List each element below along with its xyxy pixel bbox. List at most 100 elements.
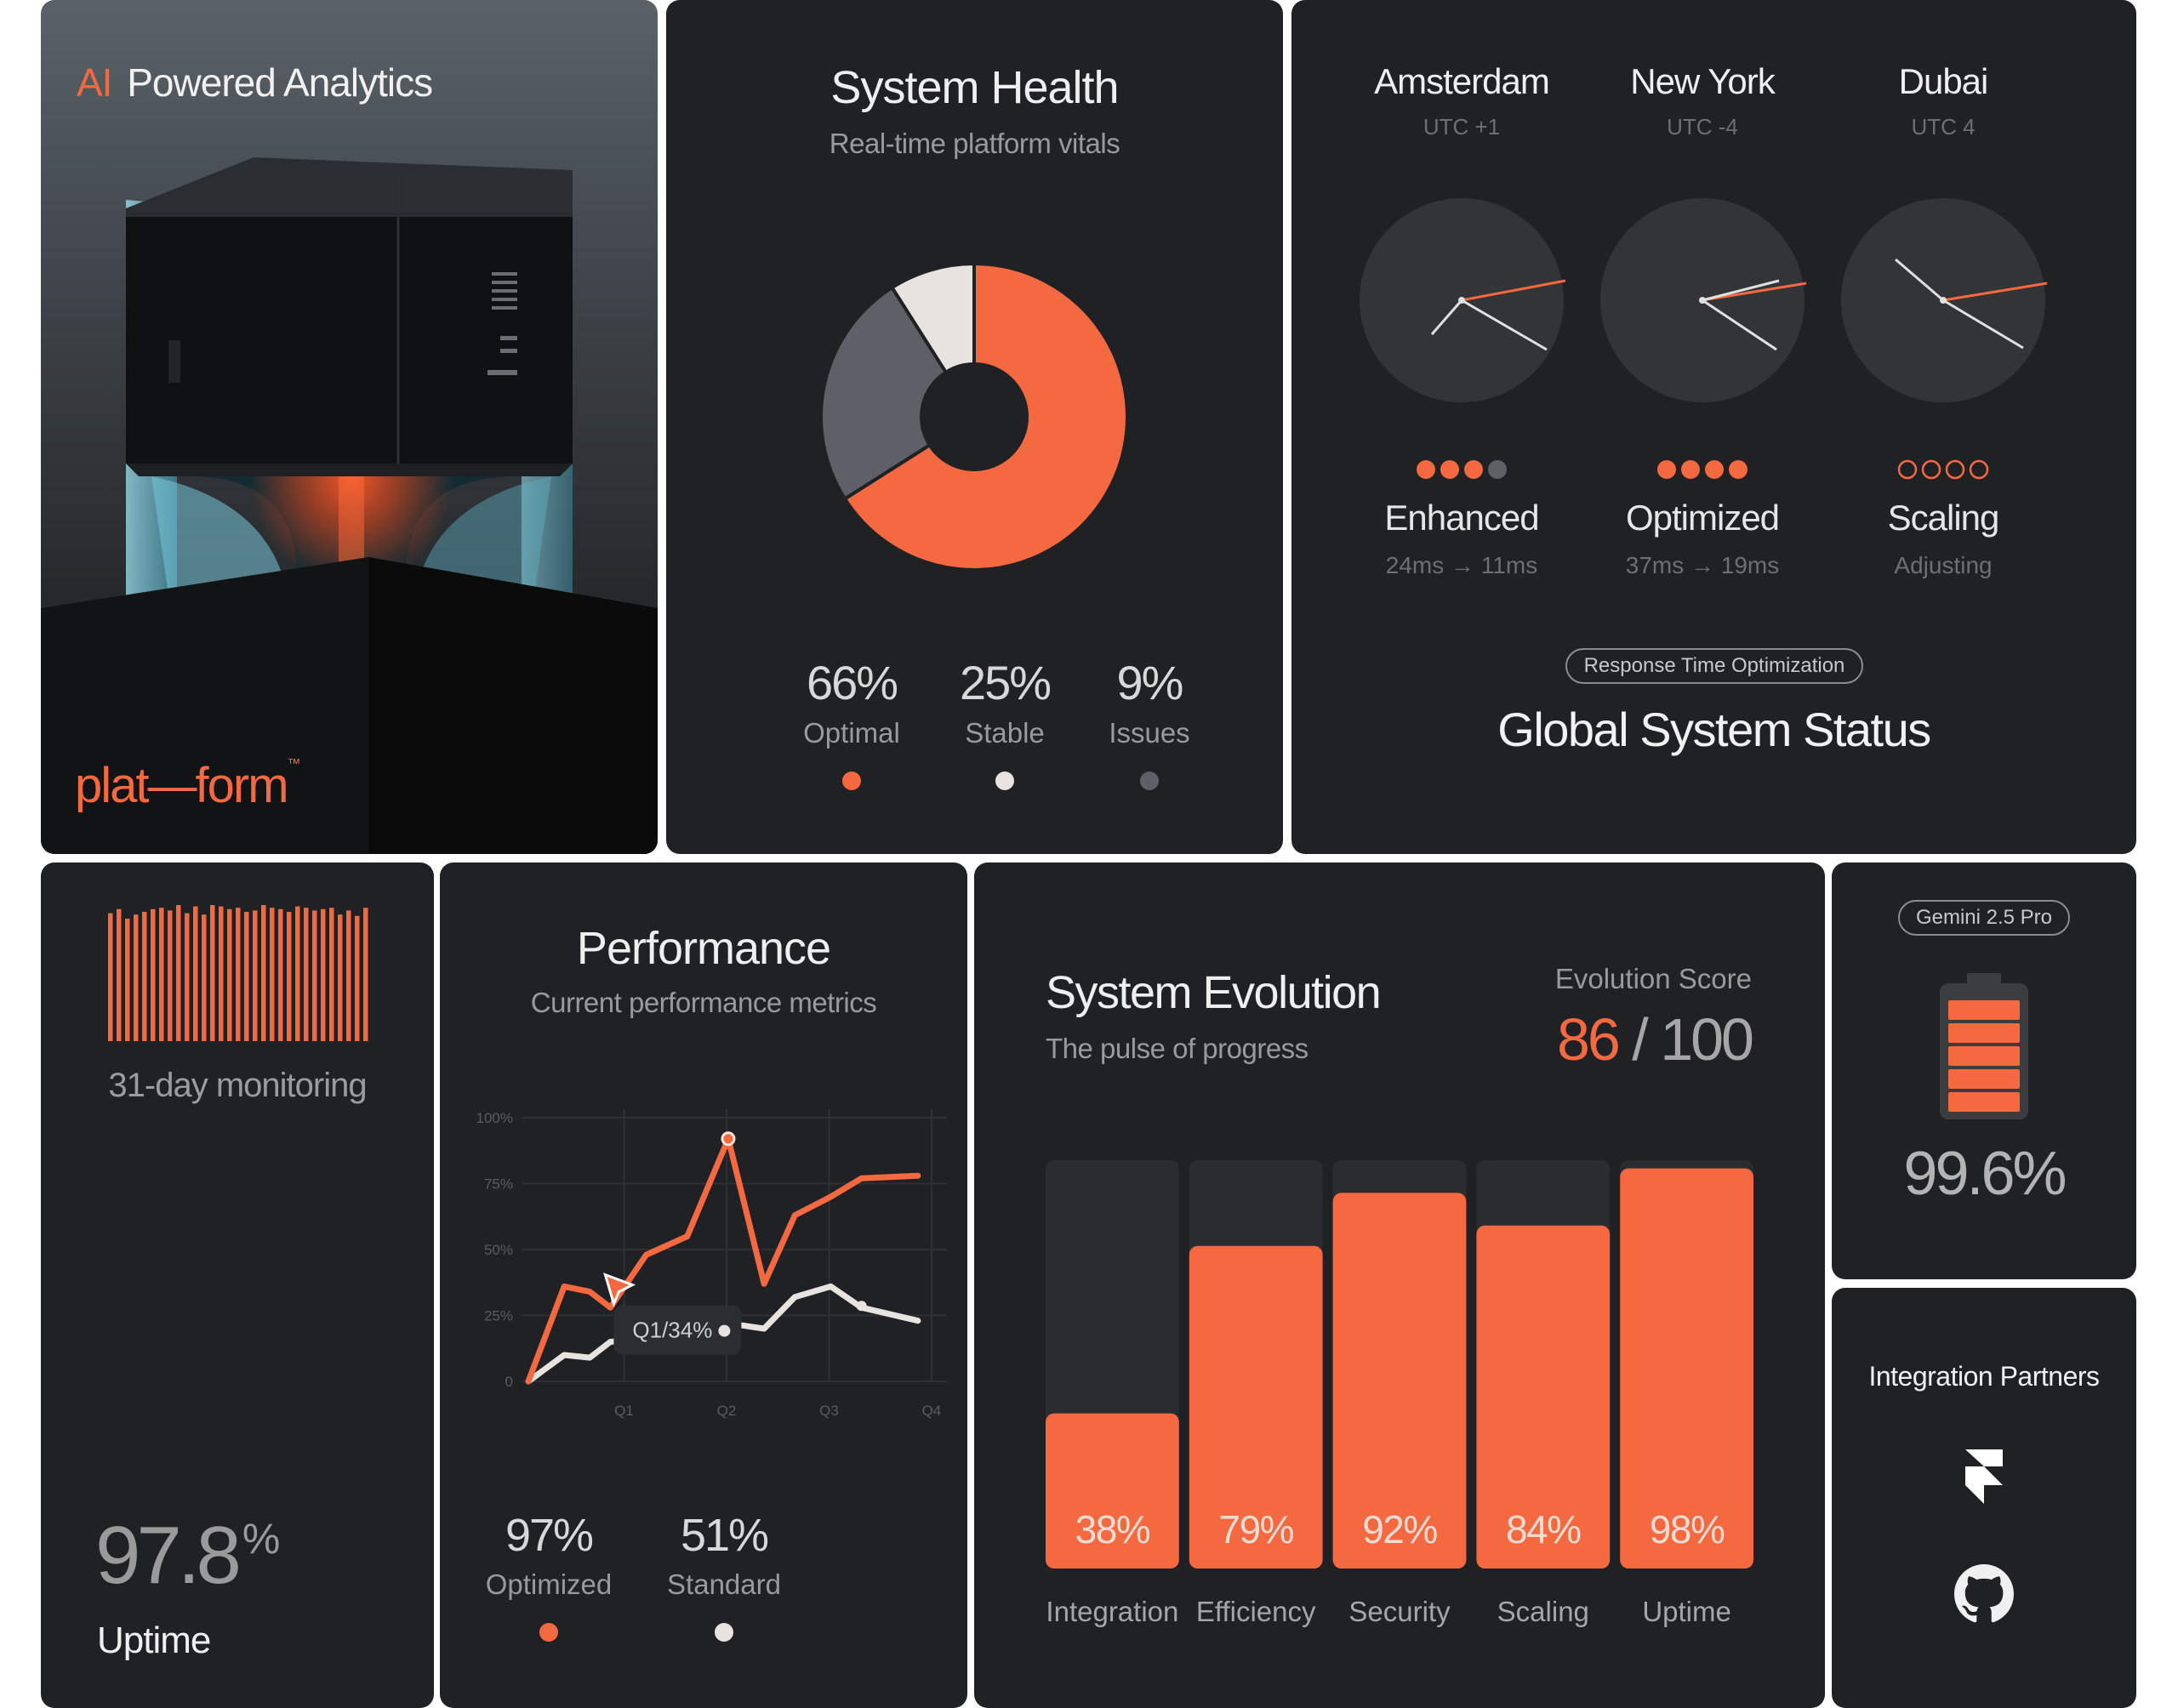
stat-label: Standard xyxy=(667,1569,781,1600)
monitoring-bar xyxy=(117,908,122,1041)
evolution-bar-chart: 38% Integration 79% Efficiency 92% Security 84… xyxy=(1046,1160,1753,1627)
monitoring-bar xyxy=(142,912,147,1041)
battery-value: 99.6% xyxy=(1903,1140,2067,1208)
uptime-unit: % xyxy=(242,1515,281,1563)
donut-slice-issues xyxy=(889,261,976,375)
monitoring-bar xyxy=(355,915,360,1041)
clock-amsterdam xyxy=(1360,198,1566,402)
monitoring-bar xyxy=(295,906,300,1041)
performance-subtitle: Current performance metrics xyxy=(530,987,877,1018)
monitoring-bar xyxy=(236,908,241,1041)
stat-value: 9% xyxy=(1116,656,1184,709)
hero-title-text: Powered Analytics xyxy=(127,60,433,105)
bar-uptime xyxy=(1620,1168,1753,1569)
bar-category-label: Uptime xyxy=(1642,1596,1731,1627)
donut-slice-optimal xyxy=(842,261,1129,572)
y-tick-label: 25% xyxy=(484,1308,513,1324)
evolution-score-label: Evolution Score xyxy=(1554,963,1752,994)
github-icon[interactable] xyxy=(1954,1564,2014,1624)
status-detail: 37ms → 19ms xyxy=(1625,552,1780,578)
monitoring-bar xyxy=(210,905,215,1041)
evolution-subtitle: The pulse of progress xyxy=(1046,1033,1309,1064)
monitoring-bar xyxy=(244,912,249,1041)
legend-dot-issues xyxy=(1140,771,1159,790)
monitoring-bar-chart xyxy=(108,905,368,1041)
monitoring-bar xyxy=(304,908,309,1041)
level-dots-dubai xyxy=(1897,459,1989,480)
world-clocks xyxy=(1360,198,2048,402)
status-detail: Adjusting xyxy=(1894,552,1993,578)
monitoring-bar xyxy=(338,914,343,1041)
monitoring-bar xyxy=(151,908,156,1041)
response-time-pill: Response Time Optimization xyxy=(1565,648,1863,684)
brand-logo: plat—form™ xyxy=(75,757,301,814)
legend-dot-optimal xyxy=(842,771,861,790)
status-label: Scaling xyxy=(1887,498,2000,538)
city-column-dubai: Dubai UTC 4 xyxy=(1841,61,2045,140)
stat-stable: 25% Stable xyxy=(928,655,1081,794)
framer-icon[interactable] xyxy=(1958,1448,2010,1507)
status-dubai: Scaling Adjusting xyxy=(1841,498,2045,579)
stat-label: Optimized xyxy=(485,1569,613,1600)
city-name: New York xyxy=(1630,61,1775,101)
monitoring-bar xyxy=(108,913,113,1041)
bar-category-label: Scaling xyxy=(1497,1596,1589,1627)
evolution-card: System Evolution The pulse of progress E… xyxy=(974,863,1825,1708)
bar-integration xyxy=(1046,1413,1179,1569)
monitoring-bar xyxy=(185,913,190,1041)
tooltip-dot xyxy=(718,1324,731,1337)
city-timezone: UTC 4 xyxy=(1911,114,1976,139)
stat-issues: 9% Issues xyxy=(1073,655,1226,794)
battery-segment xyxy=(1948,1023,2020,1043)
uptime-number: 97.8 xyxy=(95,1510,242,1601)
monitoring-bar xyxy=(219,906,224,1041)
monitoring-caption: 31-day monitoring xyxy=(108,1067,367,1104)
level-dots-new-york xyxy=(1657,460,1748,479)
clock-new-york xyxy=(1600,198,1807,402)
stat-optimized: 97% Optimized xyxy=(472,1509,625,1646)
monitoring-bar xyxy=(159,908,164,1041)
stat-value: 66% xyxy=(806,656,898,709)
battery-segment xyxy=(1948,1092,2020,1112)
city-name: Amsterdam xyxy=(1374,61,1550,101)
monitoring-bar xyxy=(287,912,292,1041)
evolution-score-total: / 100 xyxy=(1632,1006,1754,1073)
uptime-label: Uptime xyxy=(97,1620,211,1661)
battery-icon xyxy=(1940,973,2028,1119)
x-tick-label: Q2 xyxy=(717,1403,737,1419)
clock-dubai xyxy=(1841,198,2048,402)
bar-scaling xyxy=(1476,1225,1611,1569)
monitoring-bar xyxy=(193,906,198,1041)
level-dots-amsterdam xyxy=(1417,460,1507,479)
stat-label: Stable xyxy=(965,717,1045,749)
brand-logo-text: plat—form xyxy=(75,758,289,813)
city-name: Dubai xyxy=(1898,61,1989,101)
donut-slice-stable xyxy=(819,285,949,502)
bar-category-label: Efficiency xyxy=(1196,1596,1316,1627)
peak-point xyxy=(721,1131,736,1147)
tooltip-text: Q1/34% xyxy=(632,1318,712,1343)
monitoring-bar xyxy=(202,914,207,1041)
y-tick-label: 0 xyxy=(505,1374,513,1390)
city-timezone: UTC +1 xyxy=(1423,114,1501,139)
bar-value-label: 98% xyxy=(1650,1507,1725,1551)
monitoring-bar xyxy=(125,919,130,1041)
battery-segment xyxy=(1948,1000,2020,1020)
stat-label: Issues xyxy=(1109,717,1190,749)
status-detail: 24ms → 11ms xyxy=(1385,552,1538,578)
stat-value: 25% xyxy=(959,656,1052,709)
stat-value: 97% xyxy=(505,1510,594,1561)
bar-security xyxy=(1332,1193,1467,1569)
legend-dot-optimized xyxy=(539,1623,558,1642)
system-health-title: System Health xyxy=(830,62,1119,113)
y-tick-label: 50% xyxy=(484,1242,513,1258)
city-column-new-york: New York UTC -4 xyxy=(1600,61,1805,140)
bar-category-label: Security xyxy=(1348,1596,1451,1627)
uptime-value: 97.8% xyxy=(95,1509,280,1603)
evolution-score: 86 / 100 xyxy=(1557,1005,1754,1073)
legend-dot-standard xyxy=(715,1623,733,1642)
status-amsterdam: Enhanced 24ms → 11ms xyxy=(1360,498,1564,579)
x-tick-label: Q4 xyxy=(922,1403,942,1419)
monitoring-bar xyxy=(346,910,351,1041)
monitoring-bar xyxy=(134,914,139,1041)
